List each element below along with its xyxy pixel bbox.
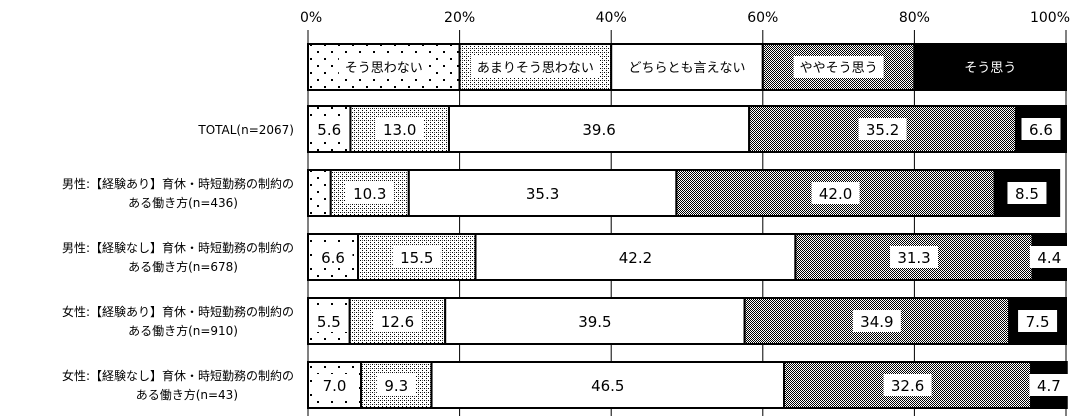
category-label: 女性:【経験あり】育休・時短勤務の制約の (62, 304, 294, 319)
data-label-bg (309, 118, 349, 140)
data-label-bg (345, 182, 394, 204)
data-label-bg (890, 246, 939, 268)
data-label: 39.5 (578, 313, 611, 331)
data-label-bg (811, 182, 860, 204)
data-label: 32.6 (891, 377, 924, 395)
data-label: 42.2 (619, 249, 652, 267)
data-label-bg (309, 310, 349, 332)
category-label: 女性:【経験なし】育休・時短勤務の制約の (62, 368, 294, 383)
legend: そう思わない あまりそう思わない どちらとも言えない ややそう思う そう思う (307, 43, 1068, 91)
x-axis-ticks: 0% 20% 40% 60% 80% 100% (300, 10, 1070, 26)
legend-swatch (913, 43, 1068, 91)
data-label-bg (313, 246, 353, 268)
data-label-bg (1029, 374, 1069, 396)
bar-segment (407, 169, 678, 217)
data-label: 5.5 (317, 313, 341, 331)
data-label-bg (375, 118, 424, 140)
data-label: 35.3 (526, 185, 559, 203)
data-label-bg (315, 374, 355, 396)
bars: 5.6 13.0 39.6 35.2 6.6 10.3 35.3 42.0 8.5 6.6 15.5… (307, 105, 1069, 409)
category-label: ある働き方(n=436) (128, 195, 238, 210)
category-label: 男性:【経験なし】育休・時短勤務の制約の (62, 240, 294, 255)
category-labels: TOTAL(n=2067) 男性:【経験あり】育休・時短勤務の制約のある働き方(n… (62, 123, 294, 402)
x-tick-label: 100% (1030, 10, 1070, 26)
data-label-bg (858, 118, 907, 140)
data-label: 5.6 (317, 121, 341, 139)
data-label: 8.5 (1015, 185, 1039, 203)
data-label: 6.6 (1029, 121, 1053, 139)
data-label: 7.5 (1026, 313, 1050, 331)
legend-label: どちらとも言えない (628, 61, 745, 76)
data-label: 6.6 (321, 249, 345, 267)
category-label: ある働き方(n=43) (136, 387, 238, 402)
bar-segment (329, 169, 410, 217)
bar-segment (430, 361, 786, 409)
data-label: 42.0 (819, 185, 852, 203)
x-tick-label: 20% (444, 10, 475, 26)
legend-label: あまりそう思わない (477, 61, 594, 76)
data-label-bg (1018, 310, 1058, 332)
legend-label-bg (470, 56, 600, 78)
data-label: 34.9 (860, 313, 893, 331)
data-label-bg (1007, 182, 1047, 204)
data-label-bg (1021, 118, 1061, 140)
data-label: 10.3 (353, 185, 386, 203)
x-tick-label: 0% (300, 10, 322, 26)
data-label-bg (373, 310, 422, 332)
data-label: 46.5 (591, 377, 624, 395)
data-label-bg (883, 374, 932, 396)
category-label: ある働き方(n=910) (128, 323, 238, 338)
legend-label: そう思わない (345, 61, 423, 76)
data-label: 9.3 (384, 377, 408, 395)
legend-label-bg (793, 56, 884, 78)
legend-label: ややそう思う (800, 61, 878, 76)
data-label: 7.0 (323, 377, 347, 395)
data-label: 31.3 (897, 249, 930, 267)
x-tick-label: 60% (747, 10, 778, 26)
data-label-bg (852, 310, 901, 332)
category-label: TOTAL(n=2067) (197, 123, 294, 137)
data-label: 4.7 (1037, 377, 1061, 395)
data-label-bg (392, 246, 441, 268)
bar-segment (307, 169, 332, 217)
x-tick-label: 40% (596, 10, 627, 26)
bar-segment (444, 297, 746, 345)
legend-swatch (307, 43, 461, 91)
bar-segment (447, 105, 751, 153)
data-label: 39.6 (582, 121, 615, 139)
data-label: 13.0 (383, 121, 416, 139)
data-label: 12.6 (381, 313, 414, 331)
category-label: 男性:【経験あり】育休・時短勤務の制約の (62, 176, 294, 191)
data-label: 15.5 (400, 249, 433, 267)
data-label-bg (1029, 246, 1069, 268)
bar-segment (474, 233, 797, 281)
category-label: ある働き方(n=678) (128, 259, 238, 274)
legend-label: そう思う (964, 61, 1016, 76)
legend-label-bg (338, 56, 429, 78)
gridlines (307, 30, 1067, 416)
data-label: 35.2 (866, 121, 899, 139)
x-tick-label: 80% (899, 10, 930, 26)
data-label-bg (376, 374, 416, 396)
data-label: 4.4 (1037, 249, 1061, 267)
